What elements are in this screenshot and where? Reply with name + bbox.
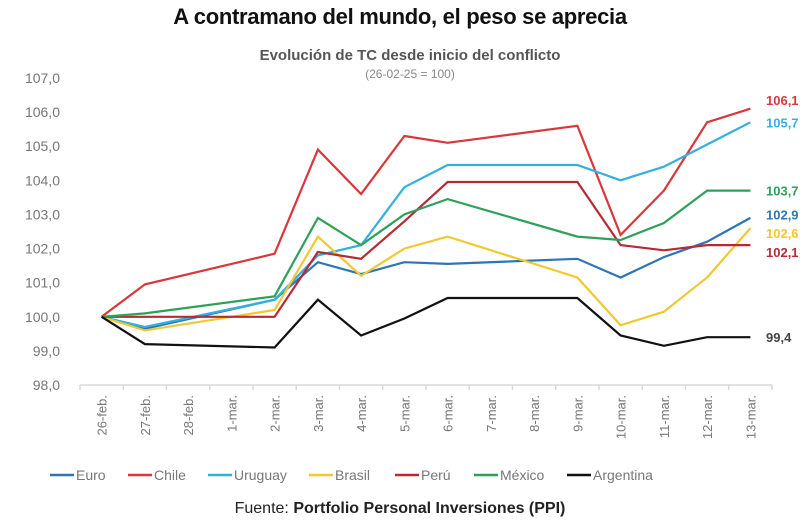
x-axis: 26-feb. 27-feb. 28-feb. 1-mar. 2-mar. 3-mar. 4… xyxy=(79,384,773,439)
y-tick-label: 102,0 xyxy=(25,241,60,257)
x-tick-label: 27-feb. xyxy=(138,395,153,435)
series-line-brasil xyxy=(101,227,752,332)
y-tick-label: 103,0 xyxy=(25,206,60,222)
x-tick-label: 28-feb. xyxy=(181,395,196,435)
series-line-euro xyxy=(101,216,751,330)
legend-label: Brasil xyxy=(335,467,370,483)
y-tick-label: 98,0 xyxy=(33,377,60,393)
x-tick-label: 6-mar. xyxy=(441,395,456,432)
x-tick-label: 3-mar. xyxy=(311,395,326,432)
legend-item-euro: Euro xyxy=(50,467,106,483)
source-prefix: Fuente: xyxy=(234,500,294,517)
end-label-brasil: 102,6 xyxy=(766,226,799,241)
y-tick-label: 107,0 xyxy=(25,70,60,86)
chart-base-note: (26-02-25 = 100) xyxy=(365,67,455,81)
y-tick-label: 105,0 xyxy=(25,138,60,154)
x-tick-label: 26-feb. xyxy=(95,395,110,435)
legend-item-perú: Perú xyxy=(395,467,451,483)
legend-label: Euro xyxy=(76,467,106,483)
legend-label: Perú xyxy=(421,467,451,483)
legend-item-méxico: México xyxy=(474,467,545,483)
legend-label: México xyxy=(500,467,545,483)
series-line-méxico xyxy=(101,189,751,318)
series-line-uruguay xyxy=(101,121,751,329)
x-tick-label: 10-mar. xyxy=(614,395,629,439)
x-tick-label: 4-mar. xyxy=(354,395,369,432)
x-tick-label: 7-mar. xyxy=(484,395,499,432)
y-tick-label: 99,0 xyxy=(33,343,60,359)
series-lines xyxy=(100,107,752,349)
y-tick-label: 104,0 xyxy=(25,172,60,188)
x-tick-label: 11-mar. xyxy=(657,395,672,438)
legend: Euro Chile Uruguay Brasil Perú México Argentin… xyxy=(50,467,653,483)
x-tick-label: 13-mar. xyxy=(743,395,758,439)
series-line-perú xyxy=(101,180,751,318)
legend-label: Chile xyxy=(154,467,186,483)
x-tick-label: 8-mar. xyxy=(527,395,542,432)
legend-item-argentina: Argentina xyxy=(567,467,653,483)
y-tick-label: 106,0 xyxy=(25,104,60,120)
legend-item-chile: Chile xyxy=(128,467,186,483)
x-tick-label: 5-mar. xyxy=(397,395,412,432)
end-labels: 102,9 106,1 105,7 102,6 102,1 103,7 99,4 xyxy=(766,93,799,345)
x-tick-label: 2-mar. xyxy=(268,395,283,432)
end-label-méxico: 103,7 xyxy=(766,184,799,199)
series-line-argentina xyxy=(101,296,751,349)
legend-item-brasil: Brasil xyxy=(309,467,370,483)
y-tick-label: 101,0 xyxy=(25,275,60,291)
end-label-euro: 102,9 xyxy=(766,207,799,222)
chart-title: A contramano del mundo, el peso se aprec… xyxy=(173,4,627,29)
chart-subtitle: Evolución de TC desde inicio del conflic… xyxy=(259,47,561,64)
x-tick-label: 9-mar. xyxy=(570,395,585,432)
legend-label: Argentina xyxy=(593,467,653,483)
end-label-chile: 106,1 xyxy=(766,93,799,108)
end-label-uruguay: 105,7 xyxy=(766,115,799,130)
x-tick-label: 12-mar. xyxy=(700,395,715,439)
source-note: Fuente: Portfolio Personal Inversiones (… xyxy=(0,500,800,518)
source-name: Portfolio Personal Inversiones (PPI) xyxy=(293,500,566,517)
y-axis: 98,0 99,0 100,0 101,0 102,0 103,0 104,0 105,0 10… xyxy=(25,70,60,393)
series-line-chile xyxy=(100,107,751,318)
end-label-perú: 102,1 xyxy=(766,245,799,260)
end-label-argentina: 99,4 xyxy=(766,330,792,345)
x-tick-label: 1-mar. xyxy=(224,395,239,432)
legend-item-uruguay: Uruguay xyxy=(208,467,287,483)
legend-label: Uruguay xyxy=(234,467,287,483)
y-tick-label: 100,0 xyxy=(25,309,60,325)
